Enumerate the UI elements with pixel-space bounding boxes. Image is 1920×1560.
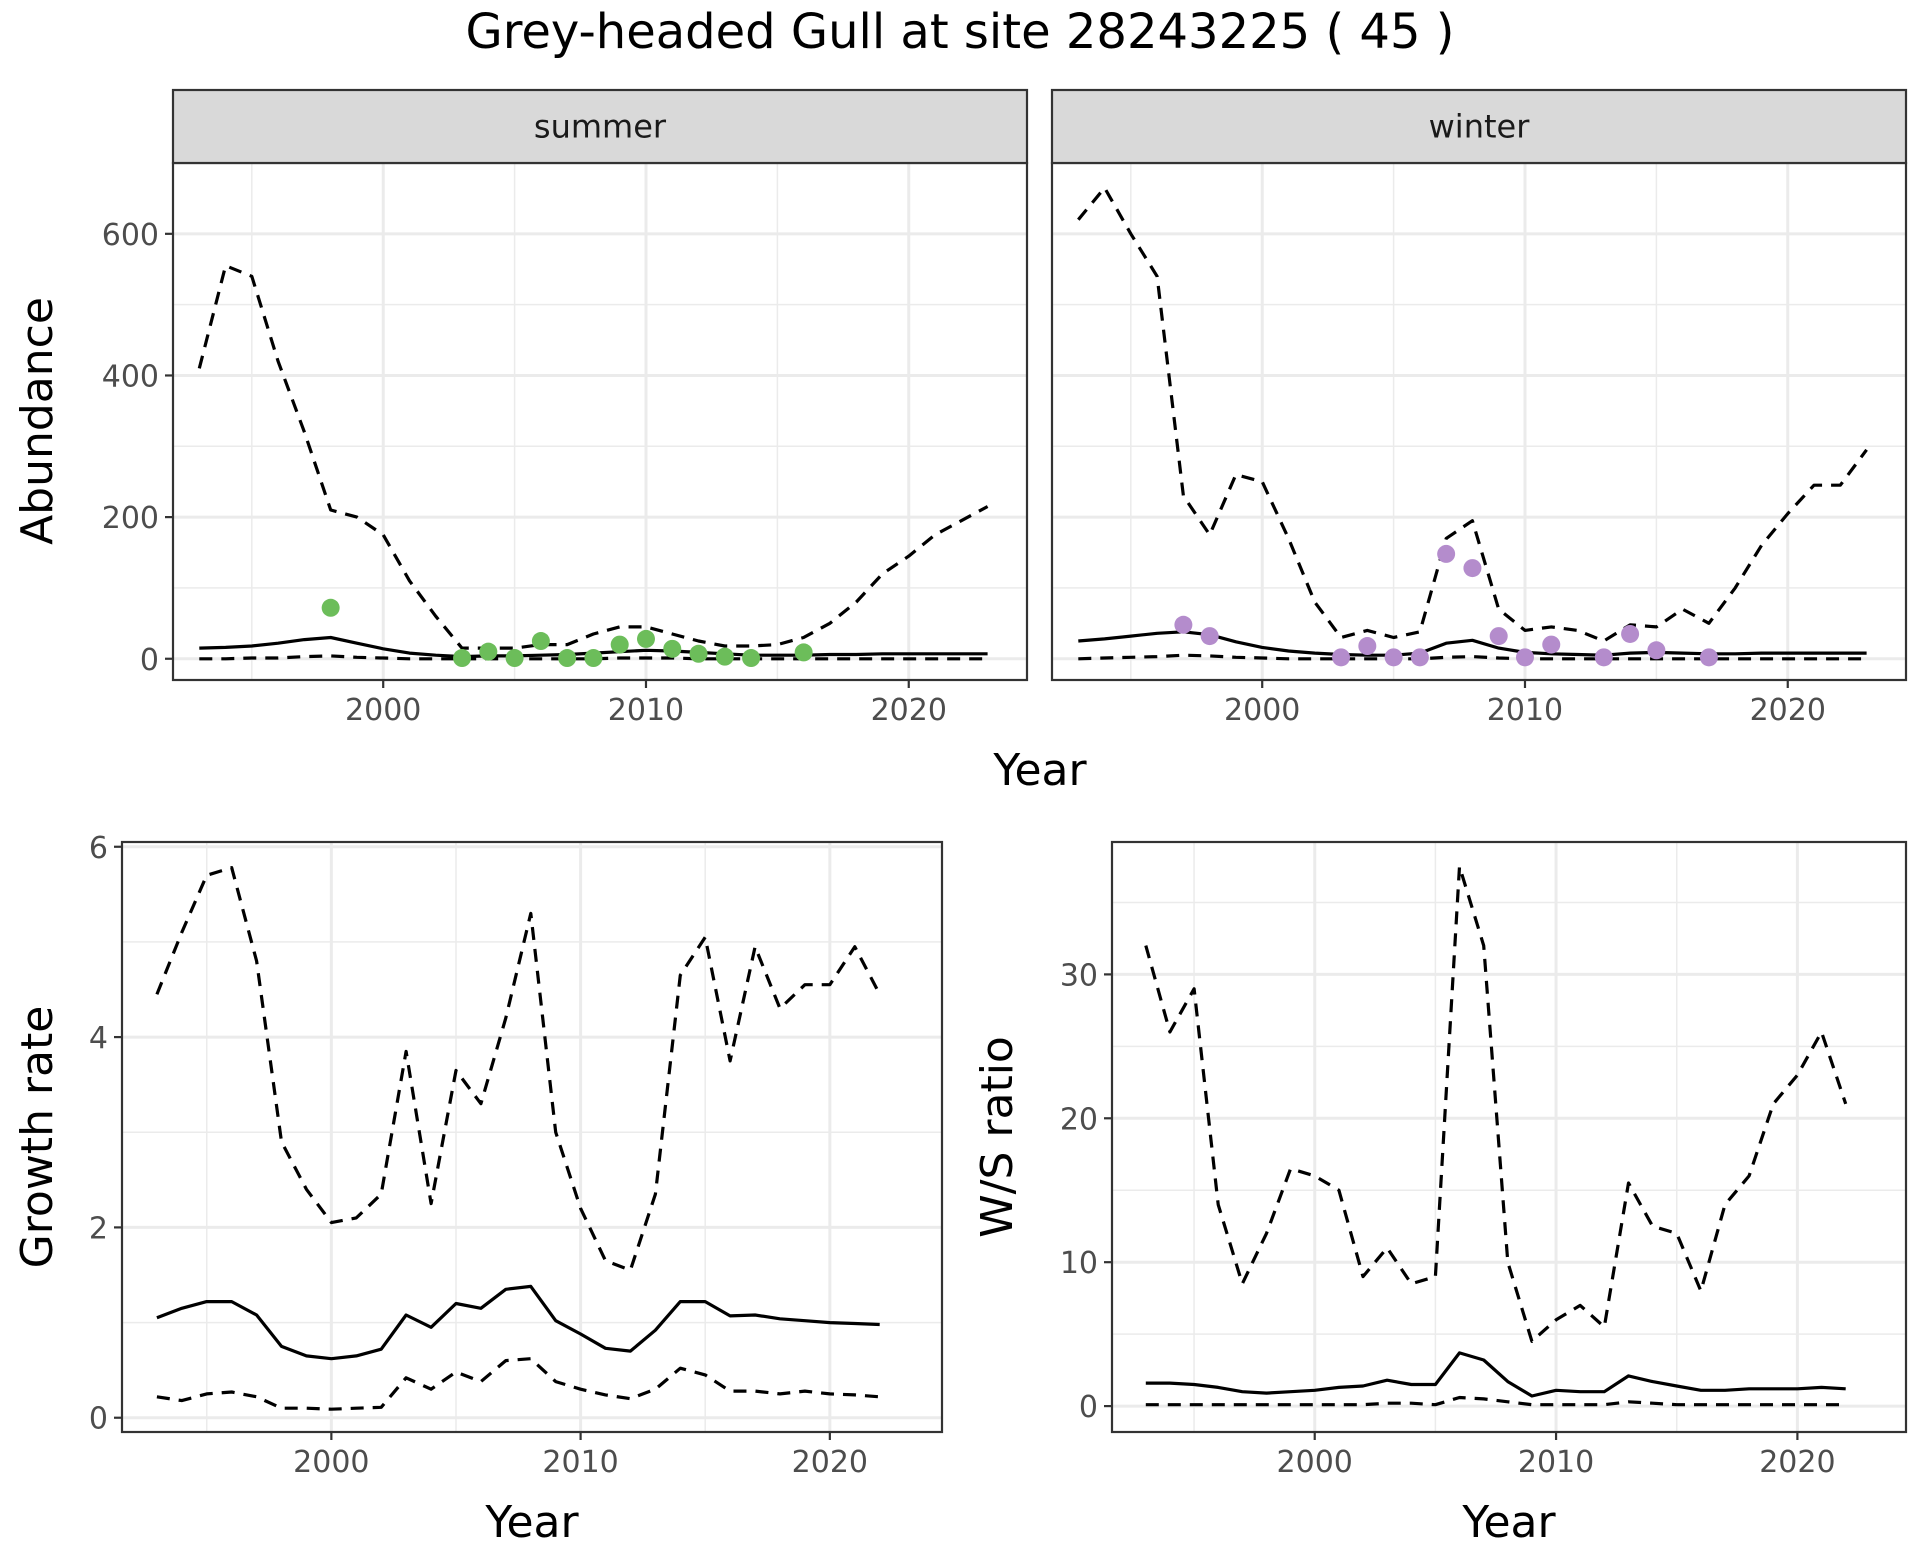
y-tick-label: 600 (102, 218, 159, 253)
y-tick-label: 0 (140, 643, 159, 678)
facet-strip-label: winter (1429, 108, 1531, 146)
series-line-dashed-2 (156, 1357, 880, 1411)
y-tick-label: 2 (89, 1211, 108, 1246)
y-tick-label: 4 (89, 1021, 108, 1056)
data-point (794, 643, 813, 662)
data-point (742, 649, 761, 668)
data-point (689, 644, 708, 663)
facet-strip-label: summer (534, 108, 667, 146)
x-tick-label: 2010 (1518, 1445, 1594, 1480)
panel-border (1110, 840, 1908, 1434)
y-tick-label: 200 (102, 501, 159, 536)
data-point (1200, 627, 1219, 646)
y-axis-title: Growth rate (12, 1006, 63, 1269)
data-point (453, 649, 472, 668)
plot-background (122, 842, 942, 1432)
data-point (1489, 627, 1508, 646)
x-tick-label: 2020 (871, 693, 947, 728)
panel-ws_ratio: 2000 2010 2020 0 10 20 30 W/S ratio Year (972, 840, 1908, 1548)
data-point (1621, 624, 1640, 643)
x-tick-label: 2000 (1277, 1445, 1353, 1480)
y-tick-label: 30 (1060, 958, 1098, 993)
x-tick-label: 2000 (1224, 693, 1300, 728)
data-point (479, 642, 498, 661)
y-tick-label: 6 (89, 831, 108, 866)
panel-summer: summer 2000 2010 2020 0 200 400 600 Abundance (12, 88, 1029, 728)
y-tick-label: 400 (102, 359, 159, 394)
x-tick-label: 2000 (293, 1445, 369, 1480)
data-point (1437, 544, 1456, 563)
series-line-solid-0 (1145, 1351, 1846, 1398)
y-tick-label: 10 (1060, 1246, 1098, 1281)
data-point (531, 632, 550, 651)
data-point (1358, 637, 1377, 656)
data-point (1174, 615, 1193, 634)
series-line-dashed-1 (1077, 186, 1868, 643)
x-axis-title: Year (484, 1497, 579, 1548)
chart-title: Grey-headed Gull at site 28243225 ( 45 ) (466, 4, 1455, 60)
data-point (1384, 648, 1403, 667)
data-point (1699, 648, 1718, 667)
series-line-dashed-2 (1145, 1395, 1846, 1407)
x-tick-label: 2020 (1750, 693, 1826, 728)
data-point (636, 629, 655, 648)
plot-background (1052, 163, 1906, 680)
x-tick-label: 2020 (792, 1445, 868, 1480)
panel-winter: winter 2000 2010 2020 (1050, 88, 1908, 728)
series-line-dashed-1 (197, 264, 989, 650)
y-tick-label: 0 (89, 1402, 108, 1437)
x-tick-label: 2000 (345, 693, 421, 728)
y-axis-title: W/S ratio (972, 1036, 1023, 1238)
data-point (321, 598, 340, 617)
plot-background (173, 163, 1027, 680)
data-point (610, 635, 629, 654)
data-point (558, 649, 577, 668)
facet-strip (1050, 88, 1908, 165)
data-point (1463, 559, 1482, 578)
data-point (715, 647, 734, 666)
data-point (1515, 648, 1534, 667)
x-tick-label: 2010 (1487, 693, 1563, 728)
x-tick-label: 2020 (1759, 1445, 1835, 1480)
panel-growth: 2000 2010 2020 0 2 4 6 Growth rate Year (12, 831, 944, 1548)
data-point (1332, 648, 1351, 667)
data-point (505, 649, 524, 668)
data-point (663, 639, 682, 658)
y-axis-title: Abundance (12, 297, 63, 545)
plot-background (1112, 842, 1906, 1432)
series-line-dashed-1 (1144, 864, 1848, 1343)
x-tick-label: 2010 (542, 1445, 618, 1480)
data-point (584, 649, 603, 668)
data-point (1410, 648, 1429, 667)
facet-strip (171, 88, 1029, 165)
y-tick-label: 20 (1060, 1102, 1098, 1137)
top-x-axis-title: Year (992, 745, 1087, 796)
data-point (1594, 648, 1613, 667)
series-line-dashed-1 (155, 866, 882, 1272)
x-axis-title: Year (1461, 1497, 1556, 1548)
y-tick-label: 0 (1079, 1390, 1098, 1425)
data-point (1542, 635, 1561, 654)
data-point (1647, 641, 1666, 660)
x-tick-label: 2010 (608, 693, 684, 728)
series-line-solid-0 (156, 1284, 880, 1361)
panel-border (120, 840, 944, 1434)
